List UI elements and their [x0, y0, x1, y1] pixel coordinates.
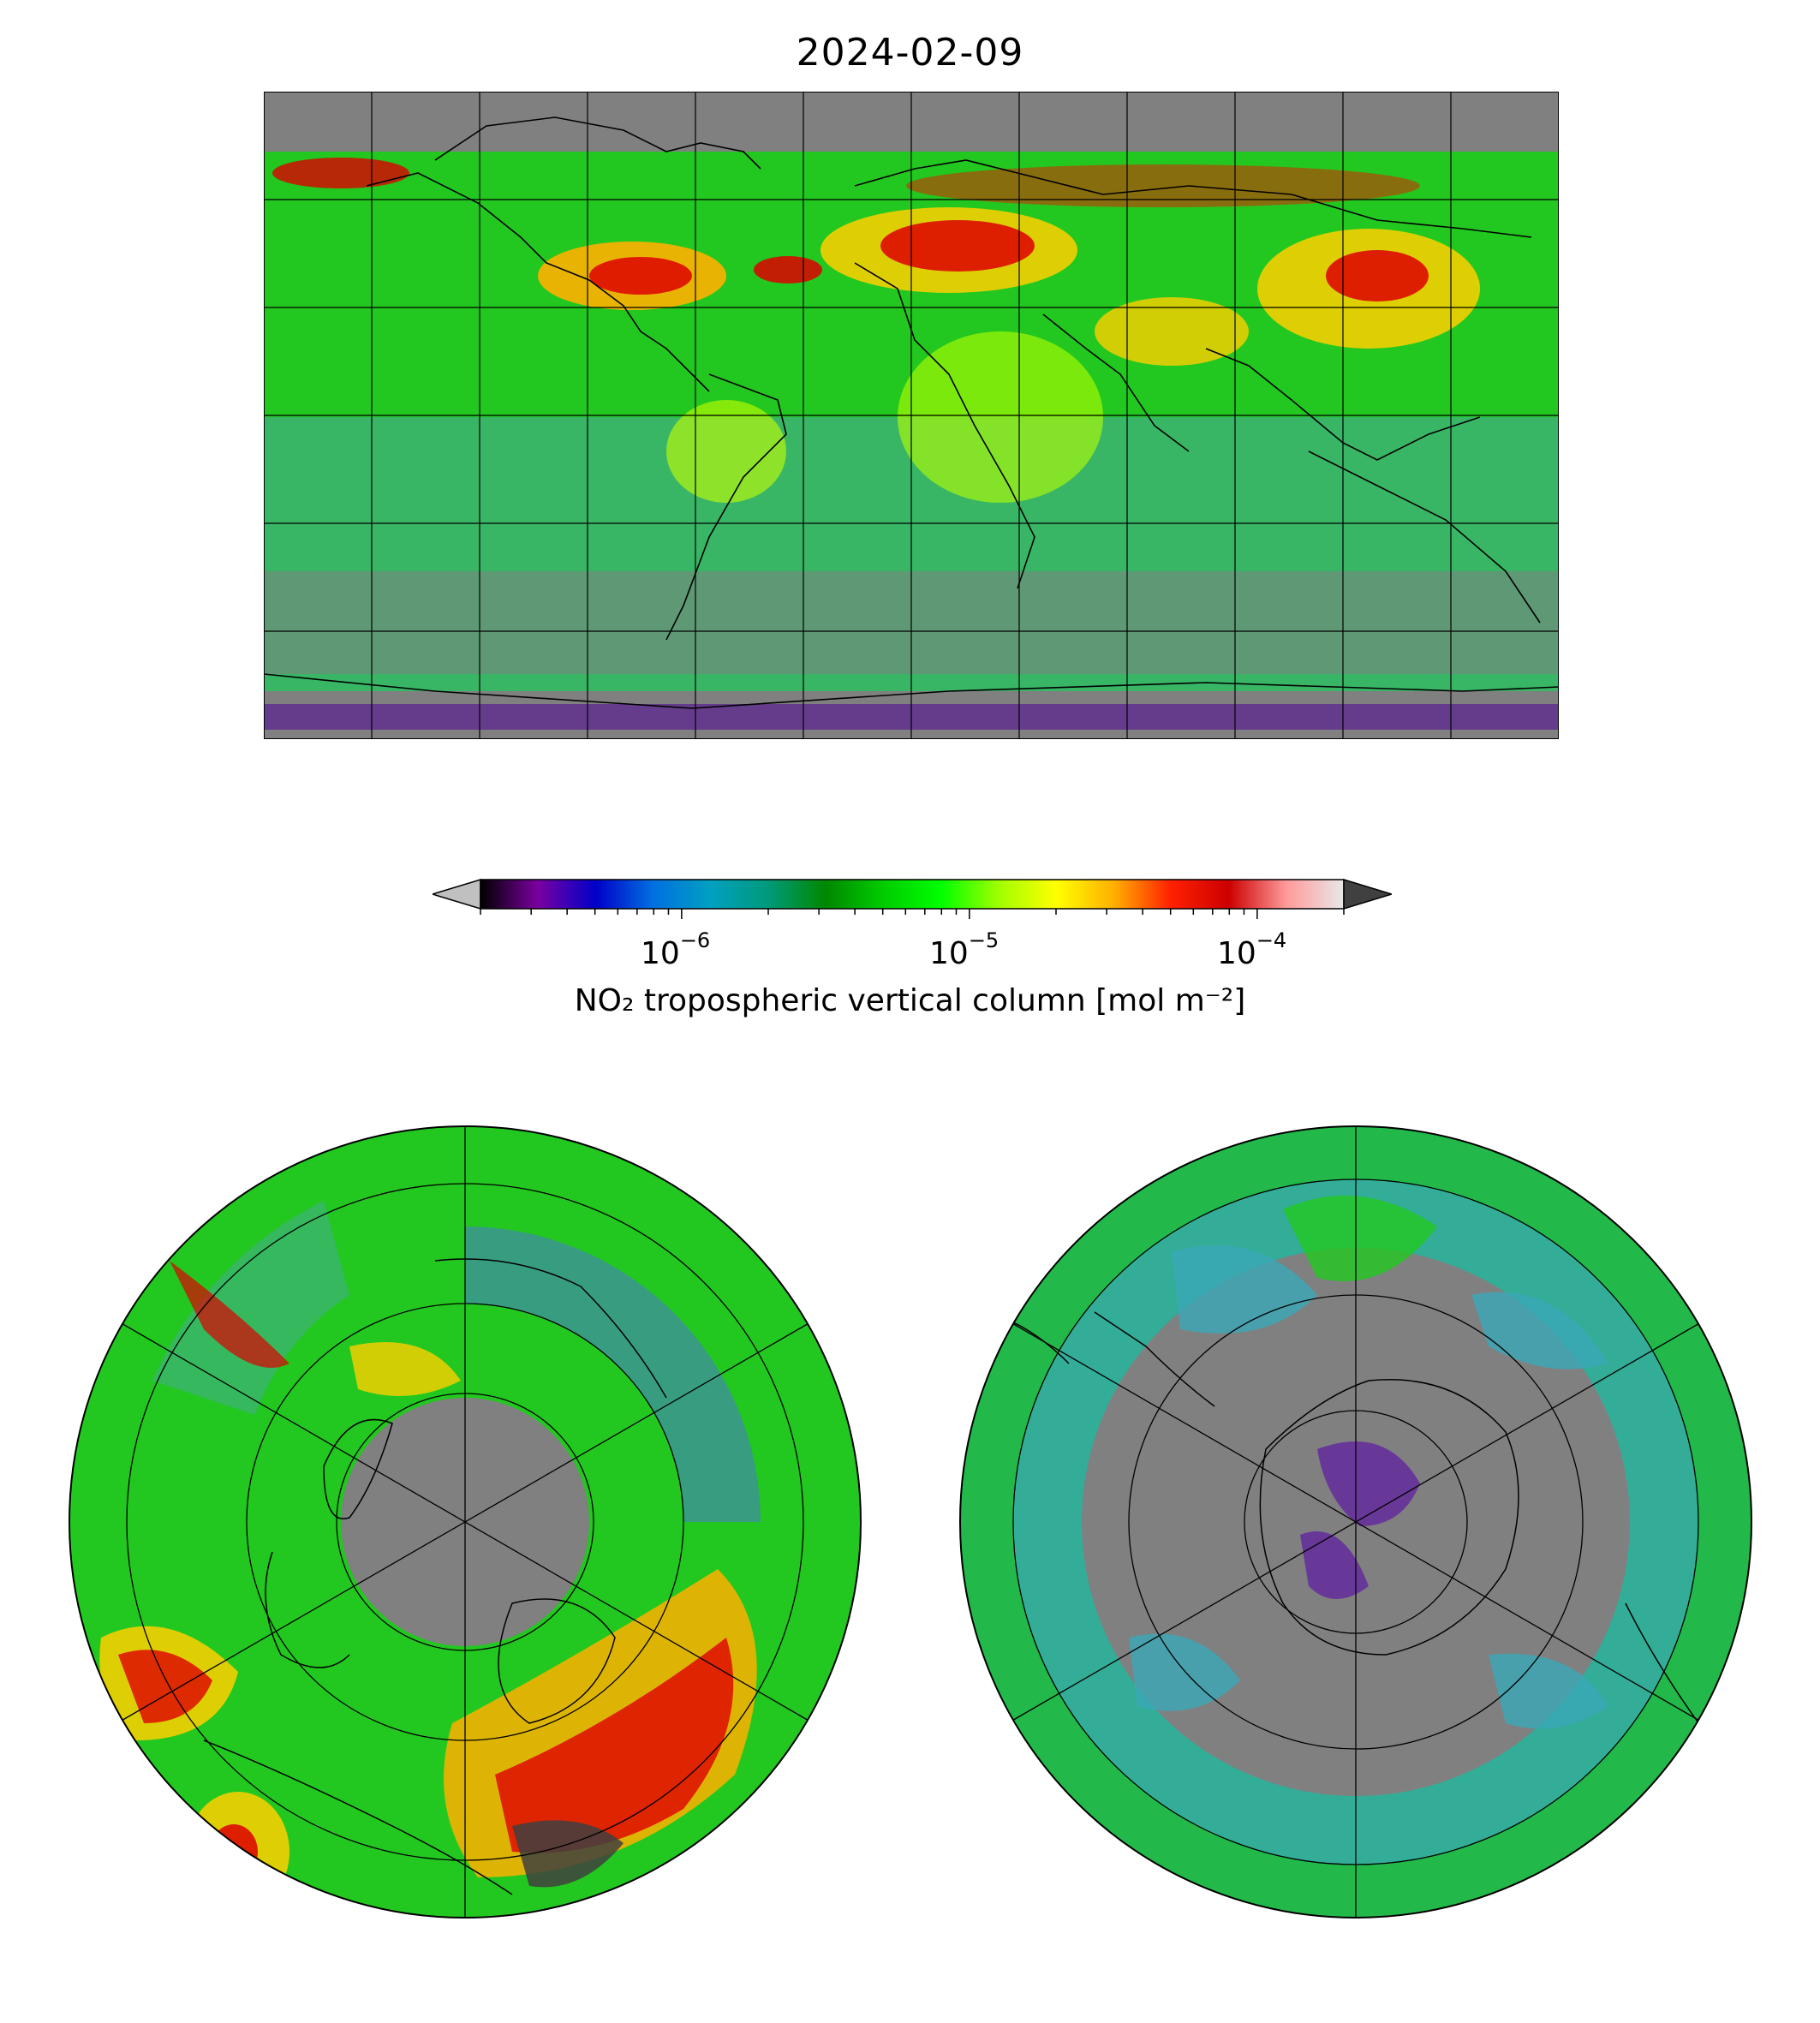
hotspot-africa: [898, 331, 1103, 503]
colorbar-tick-label: 10−6: [641, 928, 711, 971]
colorbar-over-triangle: [1343, 878, 1392, 910]
colorbar-tick-label: 10−4: [1217, 928, 1287, 971]
colorbar-tick-label: 10−5: [929, 928, 1000, 971]
hotspot-atlantic: [754, 256, 822, 283]
colorbar-bar: [480, 879, 1345, 910]
hotspot-india: [1095, 297, 1249, 366]
hotspot-southamerica: [666, 400, 786, 503]
global-map: [264, 92, 1559, 739]
graticule-north: [119, 1126, 811, 1918]
figure-title: 2024-02-09: [796, 31, 1024, 75]
colorbar-label: NO₂ tropospheric vertical column [mol m⁻…: [574, 983, 1246, 1018]
graticule: [264, 92, 1559, 739]
antarctic-low-values: [1317, 1441, 1420, 1526]
colorbar-under-triangle: [433, 878, 481, 910]
coastlines: [264, 116, 1559, 709]
colorbar: [433, 878, 1392, 919]
north-polar-map: [69, 1125, 862, 1919]
coastlines-north: [203, 1258, 667, 1895]
south-polar-map: [959, 1125, 1752, 1919]
graticule-south: [1010, 1126, 1702, 1918]
